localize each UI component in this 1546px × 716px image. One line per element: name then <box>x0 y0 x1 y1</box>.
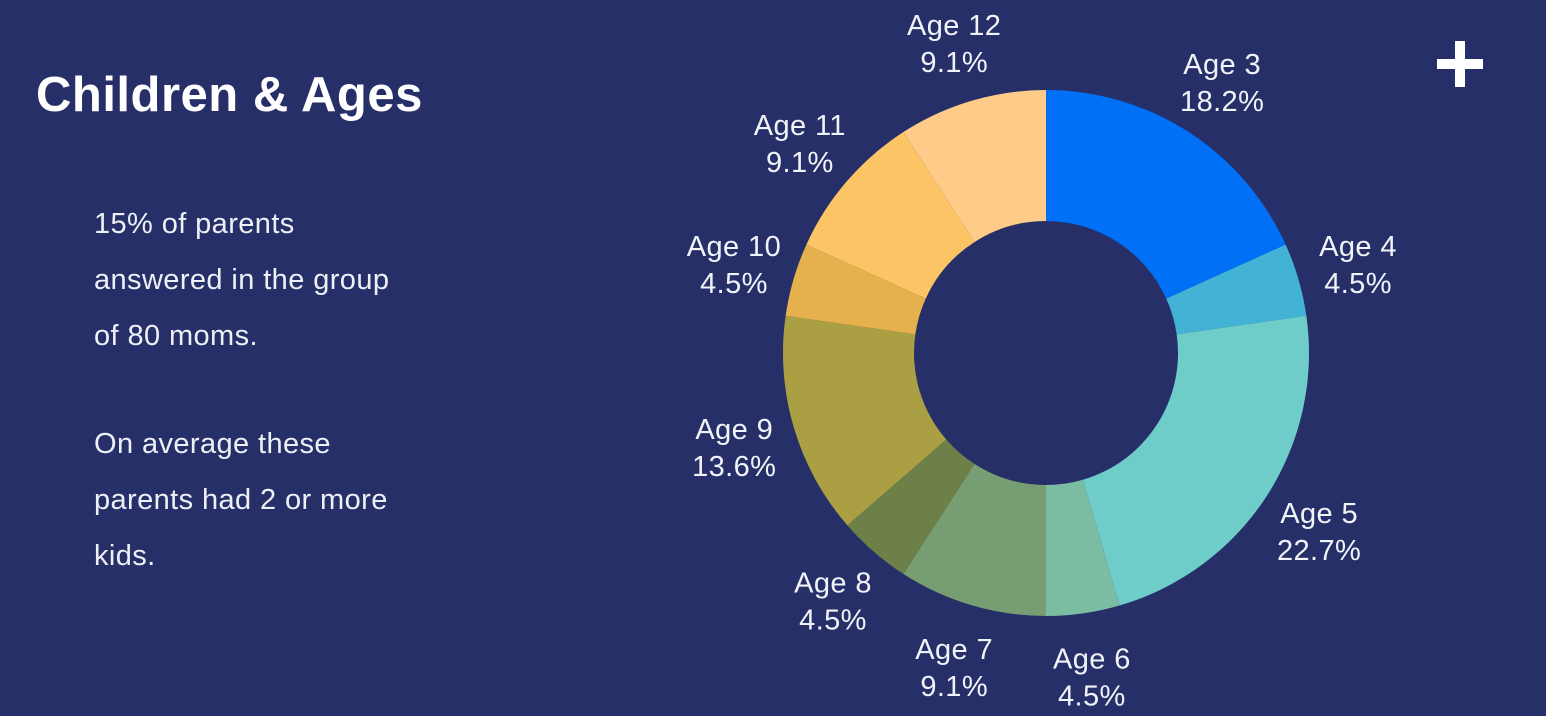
donut-slice-age-10 <box>785 244 926 335</box>
donut-slice-age-3 <box>1046 89 1286 299</box>
description: 15% of parents answered in the group of … <box>94 196 594 636</box>
page-title: Children & Ages <box>36 67 423 122</box>
plus-icon <box>1436 40 1484 88</box>
donut-slice-age-5 <box>1082 315 1310 606</box>
donut-slice-age-8 <box>847 439 975 575</box>
description-paragraph-2: On average these parents had 2 or more k… <box>94 428 388 572</box>
slice-label-age-4: Age 4 4.5% <box>1319 231 1397 300</box>
donut-slice-age-11 <box>806 131 975 299</box>
donut-slice-age-7 <box>903 463 1046 616</box>
slice-label-age-6: Age 6 4.5% <box>1053 644 1131 713</box>
add-button[interactable] <box>1436 40 1484 88</box>
slice-label-age-11: Age 11 9.1% <box>754 110 846 179</box>
description-paragraph-1: 15% of parents answered in the group of … <box>94 208 390 352</box>
donut-slice-age-4 <box>1166 244 1307 335</box>
slice-label-age-8: Age 8 4.5% <box>794 567 872 636</box>
donut-slice-age-6 <box>1046 479 1120 616</box>
slice-label-age-10: Age 10 4.5% <box>687 231 781 300</box>
donut-slice-age-9 <box>782 315 947 526</box>
slice-label-age-9: Age 9 13.6% <box>692 414 776 483</box>
slice-label-age-3: Age 3 18.2% <box>1180 49 1264 118</box>
donut-slice-age-12 <box>903 90 1046 243</box>
slice-label-age-12: Age 12 9.1% <box>907 10 1001 79</box>
slice-label-age-5: Age 5 22.7% <box>1277 498 1361 567</box>
slice-label-age-7: Age 7 9.1% <box>915 634 993 703</box>
